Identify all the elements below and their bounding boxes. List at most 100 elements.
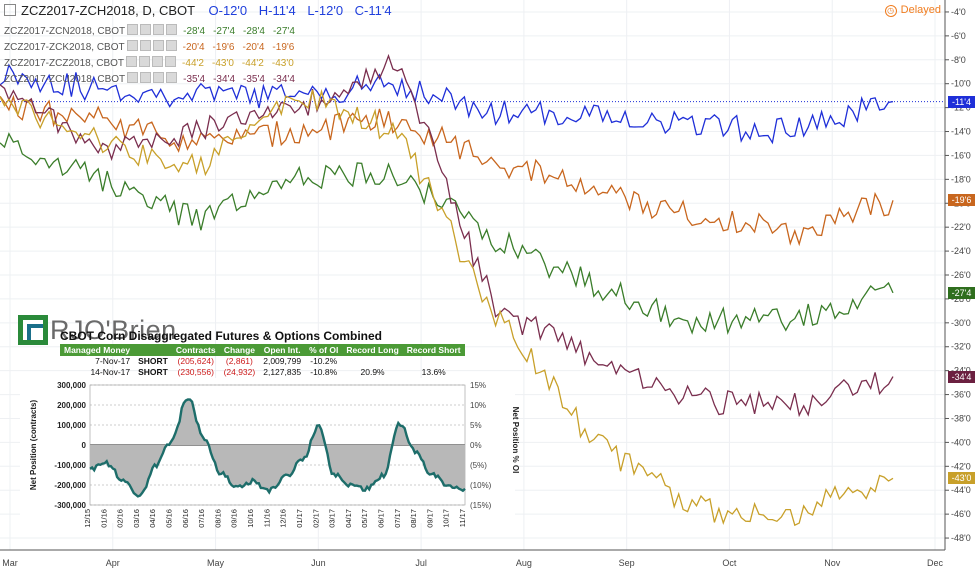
legend-value: -44'2 <box>182 58 204 69</box>
inset-y-tick-left: -100,000 <box>54 461 86 470</box>
legend-controls <box>127 72 179 85</box>
x-tick-label: Oct <box>722 558 737 568</box>
close-value: C-11'4 <box>354 3 392 18</box>
inset-x-tick-label: 10/17 <box>442 509 451 528</box>
settings-icon[interactable] <box>127 24 139 35</box>
close-icon[interactable] <box>165 40 177 51</box>
x-tick-label: Dec <box>927 558 944 568</box>
legend-row[interactable]: ZCZ2017-ZCU2018, CBOT -35'4 -34'4 -35'4 -34'… <box>4 72 303 85</box>
settings-icon[interactable] <box>126 40 138 51</box>
legend-series-name[interactable]: ZCZ2017-ZCZ2018, CBOT <box>4 58 125 69</box>
open-value: O-12'0 <box>208 3 248 18</box>
close-icon[interactable] <box>166 72 178 83</box>
ohlc-readout: O-12'0 H-11'4 L-12'0 C-11'4 <box>209 3 400 18</box>
inset-y-tick-right: (5%) <box>470 461 487 470</box>
legend-series-name[interactable]: ZCZ2017-ZCU2018, CBOT <box>4 74 126 85</box>
clock-icon: ◷ <box>884 5 897 17</box>
table-header-cell: Contracts <box>171 344 220 356</box>
inset-x-tick-label: 09/16 <box>230 509 239 528</box>
inset-y-tick-right: 15% <box>470 381 486 390</box>
legend-value: -19'6 <box>212 42 235 53</box>
add-icon[interactable] <box>153 72 165 83</box>
y-tick-label: -44'0 <box>951 485 971 495</box>
y-tick-label: -22'0 <box>951 222 971 232</box>
add-icon[interactable] <box>152 40 164 51</box>
inset-x-tick-label: 03/17 <box>328 509 337 528</box>
y-tick-label: -4'0 <box>951 7 966 17</box>
delayed-label: Delayed <box>900 4 941 16</box>
inset-x-tick-label: 04/16 <box>148 509 157 528</box>
table-cell: (2,861) <box>225 356 253 366</box>
legend-value: -28'4 <box>183 26 206 37</box>
visibility-icon[interactable] <box>140 24 152 35</box>
table-cell: 2,009,799 <box>263 356 302 366</box>
inset-y-tick-right: 10% <box>470 401 486 410</box>
inset-x-tick-label: 08/16 <box>213 509 222 528</box>
table-cell: -10.8% <box>310 367 338 377</box>
table-cell <box>403 356 465 367</box>
legend-row[interactable]: ZCZ2017-ZCN2018, CBOT -28'4 -27'4 -28'4 -27'… <box>4 24 303 37</box>
visibility-icon[interactable] <box>140 72 152 83</box>
visibility-icon[interactable] <box>139 56 151 67</box>
symbol-title[interactable]: ZCZ2017-ZCH2018, D, CBOT <box>21 3 195 18</box>
high-value: H-11'4 <box>258 3 296 18</box>
legend-series-name[interactable]: ZCZ2017-ZCN2018, CBOT <box>4 26 126 37</box>
inset-x-tick-label: 08/17 <box>409 509 418 528</box>
table-header-cell: Open Int. <box>259 344 306 356</box>
inset-x-tick-label: 07/17 <box>393 509 402 528</box>
inset-x-tick-label: 06/16 <box>181 509 190 528</box>
legend-series-name[interactable]: ZCZ2017-ZCK2018, CBOT <box>4 42 125 53</box>
settings-icon[interactable] <box>127 72 139 83</box>
inset-x-tick-label: 06/17 <box>376 509 385 528</box>
collapse-toggle-icon[interactable] <box>4 4 16 16</box>
table-header-cell <box>134 344 172 356</box>
legend-value: -43'0 <box>271 58 294 69</box>
series-line-zcz2017-zck2018 <box>0 94 894 247</box>
inset-x-tick-label: 11/17 <box>458 509 467 527</box>
legend-value: -20'4 <box>182 42 205 53</box>
inset-x-tick-label: 03/16 <box>132 509 141 528</box>
inset-x-tick-label: 12/15 <box>83 509 92 528</box>
table-header-cell: Change <box>219 344 260 356</box>
inset-y-tick-left: -200,000 <box>54 481 86 490</box>
inset-title: CBOT Corn Disaggregated Futures & Option… <box>60 329 383 343</box>
close-icon[interactable] <box>165 56 177 67</box>
x-tick-label: Sep <box>619 558 635 568</box>
legend-value: -35'4 <box>183 74 206 85</box>
price-tag: -27'4 <box>948 286 975 299</box>
add-icon[interactable] <box>152 56 164 67</box>
logo-wordmark: RJO'Brien <box>50 315 177 345</box>
y-tick-label: -42'0 <box>951 461 971 471</box>
table-row: 7-Nov-17 SHORT (205,624) (2,861) 2,009,799 -1… <box>60 356 465 367</box>
table-cell: 7-Nov-17 <box>95 356 131 366</box>
delayed-indicator[interactable]: ◷ Delayed <box>884 4 941 17</box>
inset-x-tick-label: 05/17 <box>360 509 369 528</box>
y-tick-label: -8'0 <box>951 55 966 65</box>
visibility-icon[interactable] <box>139 40 151 51</box>
inset-y-tick-left: 0 <box>82 441 87 450</box>
inset-x-tick-label: 04/17 <box>344 509 353 528</box>
net-position-area <box>90 399 465 497</box>
series-line-zcz2017-zcu2018 <box>0 53 894 418</box>
legend-value: -35'4 <box>243 74 265 85</box>
series-line-zcz2017-zcz2018 <box>0 88 894 527</box>
table-header-cell: Managed Money <box>60 344 135 356</box>
add-icon[interactable] <box>153 24 165 35</box>
close-icon[interactable] <box>166 24 178 35</box>
inset-y-tick-left: 100,000 <box>57 421 86 430</box>
legend-row[interactable]: ZCZ2017-ZCK2018, CBOT -20'4 -19'6 -20'4 -19'… <box>4 40 302 53</box>
table-cell: 14-Nov-17 <box>90 367 131 377</box>
price-tag: -11'4 <box>948 95 975 108</box>
legend-row[interactable]: ZCZ2017-ZCZ2018, CBOT -44'2 -43'0 -44'2 -43'… <box>4 56 302 69</box>
rjobrien-logo: RJO'Brien <box>18 315 176 350</box>
legend-value: -20'4 <box>242 42 265 53</box>
pct-oi-line <box>89 398 466 498</box>
table-cell: 2,127,835 <box>263 367 302 377</box>
legend-value: -34'4 <box>213 74 236 85</box>
x-tick-label: Nov <box>824 558 841 568</box>
cot-table: Managed Money Contracts Change Open Int.% o… <box>60 344 465 378</box>
settings-icon[interactable] <box>126 56 138 67</box>
y-tick-label: -14'0 <box>951 127 971 137</box>
legend-value: -27'4 <box>213 26 236 37</box>
